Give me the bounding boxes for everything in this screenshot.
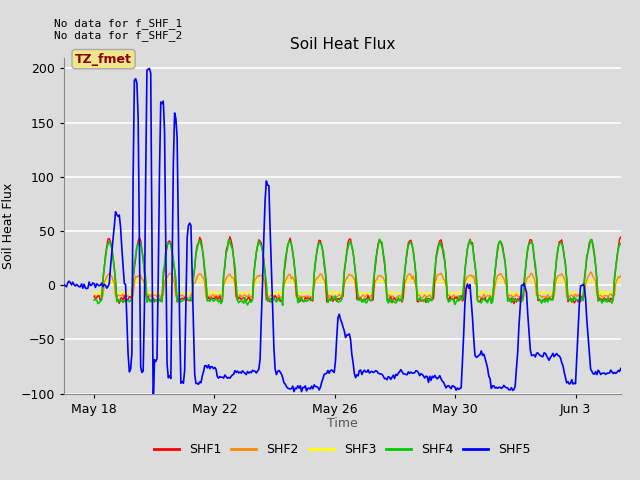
Text: TZ_fmet: TZ_fmet [75,53,132,66]
X-axis label: Time: Time [327,417,358,430]
Text: No data for f_SHF_1: No data for f_SHF_1 [54,18,182,29]
Legend: SHF1, SHF2, SHF3, SHF4, SHF5: SHF1, SHF2, SHF3, SHF4, SHF5 [149,438,536,461]
Text: No data for f_SHF_2: No data for f_SHF_2 [54,30,182,41]
Y-axis label: Soil Heat Flux: Soil Heat Flux [2,182,15,269]
Title: Soil Heat Flux: Soil Heat Flux [290,37,395,52]
